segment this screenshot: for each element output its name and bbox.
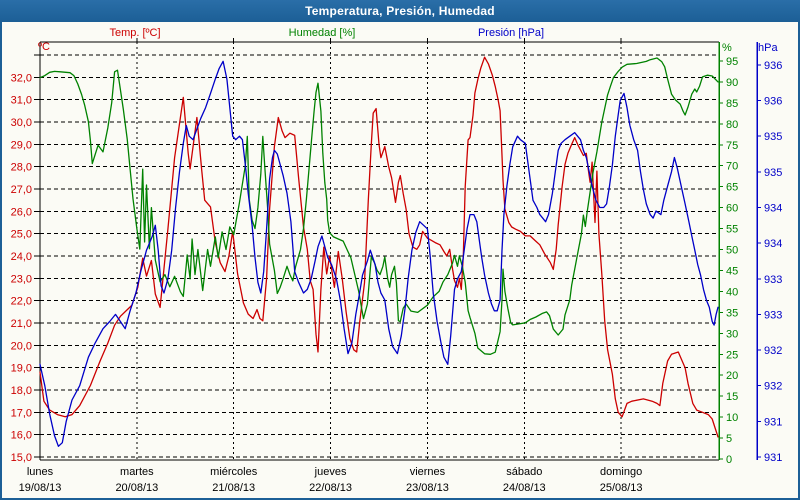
- pressure-tick-label: 931: [764, 452, 782, 464]
- humidity-tick-label: 60: [726, 203, 738, 215]
- temp-tick-label: 18,0: [11, 385, 32, 397]
- day-date-label: 24/08/13: [503, 482, 546, 494]
- temperature-axis-unit: ºC: [38, 41, 50, 53]
- pressure-tick-label: 935: [764, 167, 782, 179]
- day-name-label: miércoles: [210, 466, 258, 478]
- day-date-label: 19/08/13: [19, 482, 62, 494]
- temp-tick-label: 21,0: [11, 318, 32, 330]
- humidity-tick-label: 70: [726, 161, 738, 173]
- humidity-tick-label: 10: [726, 412, 738, 424]
- day-name-label: sábado: [506, 466, 542, 478]
- gridlines: [40, 42, 719, 460]
- temp-tick-label: 19,0: [11, 363, 32, 375]
- pressure-axis-unit: hPa: [758, 42, 778, 54]
- day-date-label: 25/08/13: [600, 482, 643, 494]
- temp-tick-label: 31,0: [11, 95, 32, 107]
- pressure-tick-label: 935: [764, 131, 782, 143]
- humidity-axis-unit: %: [722, 42, 732, 54]
- temp-tick-label: 22,0: [11, 296, 32, 308]
- temp-tick-label: 29,0: [11, 139, 32, 151]
- temp-tick-label: 26,0: [11, 206, 32, 218]
- humidity-tick-label: 35: [726, 307, 738, 319]
- humidity-tick-label: 50: [726, 245, 738, 257]
- temp-tick-label: 16,0: [11, 430, 32, 442]
- temp-tick-label: 32,0: [11, 72, 32, 84]
- legend-pressure: Presión [hPa]: [477, 27, 545, 39]
- window-title: Temperatura, Presión, Humedad: [305, 4, 495, 18]
- series-humidity: [39, 57, 719, 355]
- legend-temperature: Temp. [ºC]: [109, 27, 161, 39]
- temp-tick-label: 28,0: [11, 162, 32, 174]
- humidity-tick-label: 5: [726, 433, 732, 445]
- pressure-tick-label: 932: [764, 345, 782, 357]
- day-date-label: 20/08/13: [115, 482, 158, 494]
- temp-tick-label: 25,0: [11, 229, 32, 241]
- pressure-tick-label: 933: [764, 309, 782, 321]
- temp-tick-label: 24,0: [11, 251, 32, 263]
- pressure-tick-label: 931: [764, 416, 782, 428]
- pressure-tick-label: 934: [764, 202, 782, 214]
- day-date-label: 22/08/13: [309, 482, 352, 494]
- humidity-tick-label: 80: [726, 119, 738, 131]
- humidity-tick-label: 0: [726, 454, 732, 466]
- temp-tick-label: 17,0: [11, 407, 32, 419]
- humidity-tick-label: 20: [726, 370, 738, 382]
- humidity-tick-label: 45: [726, 265, 738, 277]
- humidity-tick-label: 85: [726, 98, 738, 110]
- pressure-tick-label: 934: [764, 238, 782, 250]
- legend-humidity: Humedad [%]: [288, 27, 356, 39]
- temp-tick-label: 23,0: [11, 273, 32, 285]
- day-name-label: lunes: [27, 466, 54, 478]
- humidity-tick-label: 95: [726, 56, 738, 68]
- pressure-tick-label: 933: [764, 274, 782, 286]
- day-name-label: domingo: [600, 466, 642, 478]
- temp-tick-label: 15,0: [11, 452, 32, 464]
- pressure-tick-label: 936: [764, 60, 782, 72]
- series-temperature: [39, 56, 719, 438]
- humidity-tick-label: 55: [726, 224, 738, 236]
- humidity-tick-label: 25: [726, 349, 738, 361]
- pressure-tick-label: 932: [764, 381, 782, 393]
- axes-frame: [34, 38, 761, 461]
- humidity-tick-label: 40: [726, 286, 738, 298]
- humidity-tick-label: 30: [726, 328, 738, 340]
- humidity-tick-label: 15: [726, 391, 738, 403]
- temp-tick-label: 27,0: [11, 184, 32, 196]
- temp-tick-label: 20,0: [11, 340, 32, 352]
- series-pressure: [39, 60, 719, 447]
- day-name-label: jueves: [314, 466, 347, 478]
- day-name-label: viernes: [410, 466, 446, 478]
- humidity-tick-label: 75: [726, 140, 738, 152]
- pressure-tick-label: 936: [764, 96, 782, 108]
- temp-tick-label: 30,0: [11, 117, 32, 129]
- day-date-label: 23/08/13: [406, 482, 449, 494]
- humidity-tick-label: 90: [726, 77, 738, 89]
- day-name-label: martes: [120, 466, 154, 478]
- day-date-label: 21/08/13: [212, 482, 255, 494]
- humidity-tick-label: 65: [726, 182, 738, 194]
- window-titlebar: Temperatura, Presión, Humedad: [0, 0, 800, 22]
